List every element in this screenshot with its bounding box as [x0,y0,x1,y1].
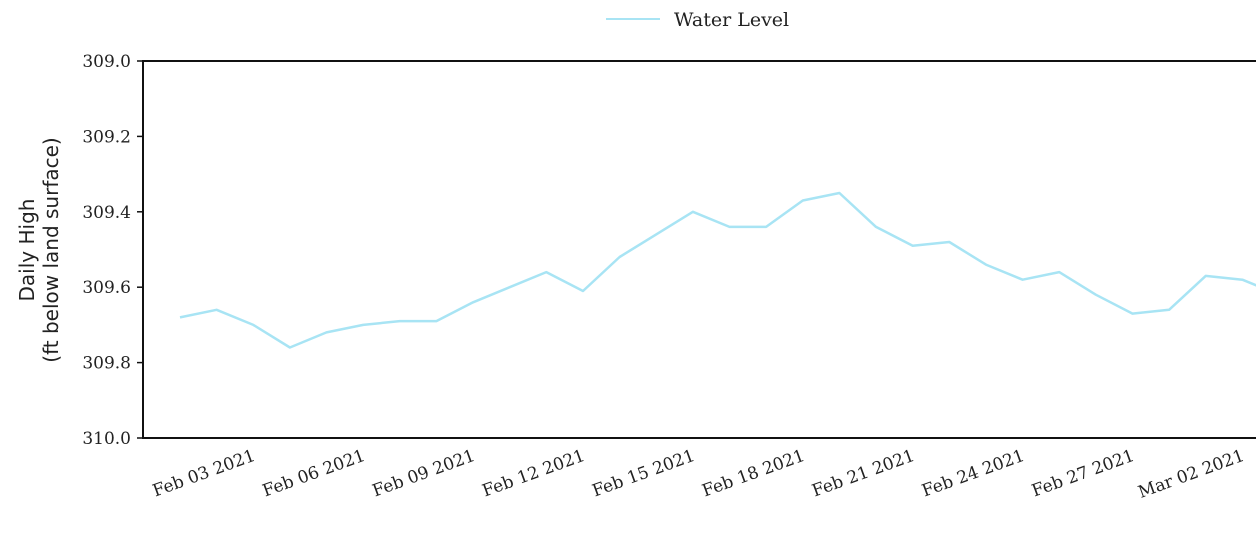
y-tick-label: 309.6 [82,278,131,298]
series-layer [179,191,1256,349]
y-tick-label: 309.0 [82,52,131,72]
y-axis-title: Daily High (ft below land surface) [15,137,63,362]
y-tick-label: 310.0 [82,429,131,449]
legend-label: Water Level [674,9,789,31]
x-tick-label: Feb 15 2021 [590,446,698,502]
x-tick-label: Feb 06 2021 [260,446,368,502]
series-line-water-level [179,191,1256,349]
x-tick-label: Feb 03 2021 [150,446,258,502]
y-axis-sublabel: (ft below land surface) [39,137,63,362]
y-axis-label: Daily High [15,199,39,302]
x-tick-label: Mar 02 2021 [1136,446,1247,503]
x-tick-label: Feb 12 2021 [480,446,588,502]
x-axis: Feb 03 2021 Feb 06 2021 Feb 09 2021 Feb 12 … [150,446,1247,503]
y-axis: 309.0 309.2 309.4 309.6 309.8 310.0 [82,52,143,449]
x-tick-label: Feb 24 2021 [919,446,1027,502]
legend: Water Level [606,9,789,31]
y-tick-label: 309.8 [82,354,131,374]
y-tick-label: 309.2 [82,127,131,147]
x-tick-label: Feb 27 2021 [1029,446,1137,502]
x-tick-label: Feb 18 2021 [700,446,808,502]
x-tick-label: Feb 21 2021 [810,446,918,502]
y-tick-label: 309.4 [82,203,131,223]
plot-frame [142,60,1256,439]
x-tick-label: Feb 09 2021 [370,446,478,502]
